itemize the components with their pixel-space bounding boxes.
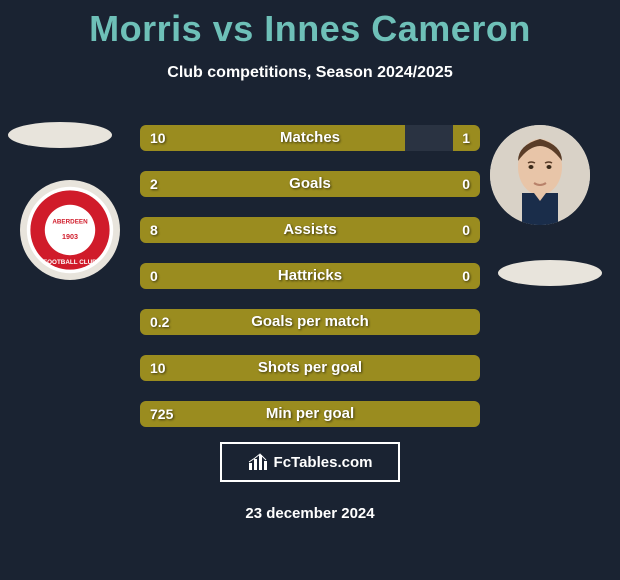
stat-right-value: 0 <box>462 171 470 197</box>
stat-right-value: 1 <box>462 125 470 151</box>
stat-label: Shots per goal <box>140 355 480 381</box>
comparison-title: Morris vs Innes Cameron <box>0 0 620 50</box>
stat-label: Goals per match <box>140 309 480 335</box>
stat-row: 0.2 Goals per match <box>140 309 480 335</box>
stat-right-value: 0 <box>462 263 470 289</box>
person-icon <box>490 125 590 225</box>
svg-text:FOOTBALL CLUB: FOOTBALL CLUB <box>43 259 97 266</box>
stat-label: Assists <box>140 217 480 243</box>
stat-row: 8 Assists 0 <box>140 217 480 243</box>
aberdeen-crest-icon: ABERDEEN 1903 FOOTBALL CLUB <box>25 185 115 275</box>
player-left-avatar: ABERDEEN 1903 FOOTBALL CLUB <box>20 180 120 280</box>
stat-label: Hattricks <box>140 263 480 289</box>
brand-text: FcTables.com <box>274 454 373 471</box>
stat-row: 10 Matches 1 <box>140 125 480 151</box>
comparison-subtitle: Club competitions, Season 2024/2025 <box>0 64 620 82</box>
stat-row: 0 Hattricks 0 <box>140 263 480 289</box>
comparison-date: 23 december 2024 <box>0 505 620 522</box>
stat-row: 10 Shots per goal <box>140 355 480 381</box>
stat-label: Goals <box>140 171 480 197</box>
svg-text:ABERDEEN: ABERDEEN <box>52 219 88 226</box>
club-badge-right <box>498 260 602 286</box>
bar-chart-icon <box>248 453 268 471</box>
stats-bars: 10 Matches 1 2 Goals 0 8 Assists 0 0 Hat… <box>140 125 480 447</box>
club-badge-left <box>8 122 112 148</box>
stat-label: Matches <box>140 125 480 151</box>
stat-label: Min per goal <box>140 401 480 427</box>
player-right-avatar <box>490 125 590 225</box>
brand-box: FcTables.com <box>220 442 400 482</box>
svg-text:1903: 1903 <box>62 232 78 241</box>
stat-row: 2 Goals 0 <box>140 171 480 197</box>
stat-row: 725 Min per goal <box>140 401 480 427</box>
stat-right-value: 0 <box>462 217 470 243</box>
